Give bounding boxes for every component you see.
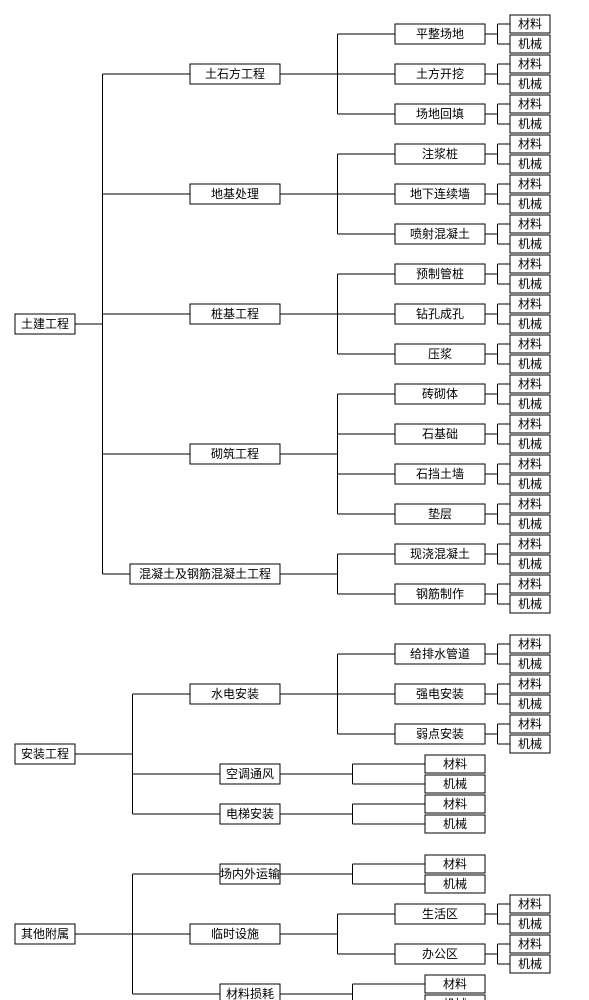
tree-node-label: 材料 (518, 57, 542, 71)
tree-node-label: 机械 (518, 596, 542, 611)
tree-node-label: 机械 (518, 916, 542, 931)
tree-node-label: 机械 (443, 816, 467, 831)
tree-node-label: 混凝土及钢筋混凝土工程 (139, 566, 271, 581)
tree-node-label: 压浆 (428, 346, 452, 361)
tree-node-label: 现浇混凝土 (410, 546, 470, 561)
tree-node-label: 机械 (518, 276, 542, 291)
tree-node-label: 材料 (443, 977, 467, 991)
tree-node-label: 机械 (518, 316, 542, 331)
tree-node-label: 生活区 (422, 907, 458, 921)
tree-node-label: 材料 (518, 577, 542, 591)
tree-node-label: 机械 (518, 36, 542, 51)
tree-node-label: 电梯安装 (226, 806, 274, 821)
tree-node-label: 土方开挖 (416, 66, 464, 81)
tree-node-label: 材料 (443, 797, 467, 811)
tree-node-label: 材料 (518, 537, 542, 551)
tree-node-label: 水电安装 (211, 686, 259, 701)
tree-node-label: 石基础 (422, 427, 458, 441)
tree-node-label: 材料 (518, 337, 542, 351)
tree-node-label: 预制管桩 (416, 266, 464, 281)
tree-node-label: 砖砌体 (422, 386, 458, 401)
tree-node-label: 机械 (518, 476, 542, 491)
tree-node-label: 石挡土墙 (416, 467, 464, 481)
tree-node-label: 材料 (518, 137, 542, 151)
tree-node-label: 机械 (518, 436, 542, 451)
tree-node-label: 机械 (518, 696, 542, 711)
tree-node-label: 材料 (518, 677, 542, 691)
tree-node-label: 桩基工程 (211, 306, 259, 321)
tree-node-label: 地下连续墙 (410, 186, 470, 201)
tree-node-label: 机械 (443, 996, 467, 1000)
tree-node-label: 弱点安装 (416, 726, 464, 741)
tree-node-label: 场地回填 (416, 107, 464, 121)
tree-node-label: 机械 (518, 556, 542, 571)
tree-node-label: 机械 (518, 236, 542, 251)
tree-node-label: 机械 (518, 76, 542, 91)
tree-node-label: 土石方工程 (205, 66, 265, 81)
tree-node-label: 材料 (518, 297, 542, 311)
tree-node-label: 机械 (443, 876, 467, 891)
tree-node-label: 钢筋制作 (416, 586, 464, 601)
tree-diagram: 土建工程土石方工程平整场地材料机械土方开挖材料机械场地回填材料机械地基处理注浆桩… (0, 0, 589, 1000)
tree-node-label: 喷射混凝土 (410, 226, 470, 241)
tree-node-label: 材料 (518, 17, 542, 31)
tree-node-label: 材料 (443, 757, 467, 771)
tree-node-label: 机械 (518, 656, 542, 671)
tree-node-label: 材料 (518, 937, 542, 951)
tree-node-label: 空调通风 (226, 767, 274, 781)
tree-node-label: 机械 (518, 516, 542, 531)
tree-node-label: 其他附属 (21, 927, 69, 941)
tree-node-label: 机械 (443, 776, 467, 791)
tree-node-label: 材料 (518, 217, 542, 231)
tree-node-label: 垫层 (428, 506, 452, 521)
tree-node-label: 砌筑工程 (211, 446, 259, 461)
tree-node-label: 机械 (518, 116, 542, 131)
tree-node-label: 给排水管道 (410, 646, 470, 661)
tree-node-label: 机械 (518, 736, 542, 751)
tree-node-label: 注浆桩 (422, 146, 458, 161)
tree-node-label: 平整场地 (416, 26, 464, 41)
tree-node-label: 安装工程 (21, 746, 69, 761)
tree-node-label: 材料 (518, 457, 542, 471)
tree-node-label: 材料 (518, 497, 542, 511)
tree-node-label: 材料 (518, 257, 542, 271)
tree-node-label: 材料 (518, 177, 542, 191)
tree-node-label: 场内外运输 (220, 866, 280, 881)
tree-node-label: 材料 (518, 97, 542, 111)
tree-node-label: 材料 (518, 637, 542, 651)
tree-node-label: 办公区 (422, 946, 458, 961)
tree-node-label: 地基处理 (211, 187, 259, 201)
tree-node-label: 材料损耗 (226, 987, 274, 1000)
tree-node-label: 机械 (518, 196, 542, 211)
tree-node-label: 材料 (518, 417, 542, 431)
tree-node-label: 材料 (518, 897, 542, 911)
tree-node-label: 材料 (518, 377, 542, 391)
tree-node-label: 临时设施 (211, 927, 259, 941)
tree-node-label: 机械 (518, 356, 542, 371)
tree-node-label: 材料 (443, 857, 467, 871)
tree-node-label: 机械 (518, 396, 542, 411)
tree-node-label: 机械 (518, 956, 542, 971)
tree-node-label: 钻孔成孔 (416, 306, 464, 321)
tree-node-label: 机械 (518, 156, 542, 171)
tree-node-label: 材料 (518, 717, 542, 731)
tree-node-label: 强电安装 (416, 686, 464, 701)
tree-node-label: 土建工程 (21, 316, 69, 331)
